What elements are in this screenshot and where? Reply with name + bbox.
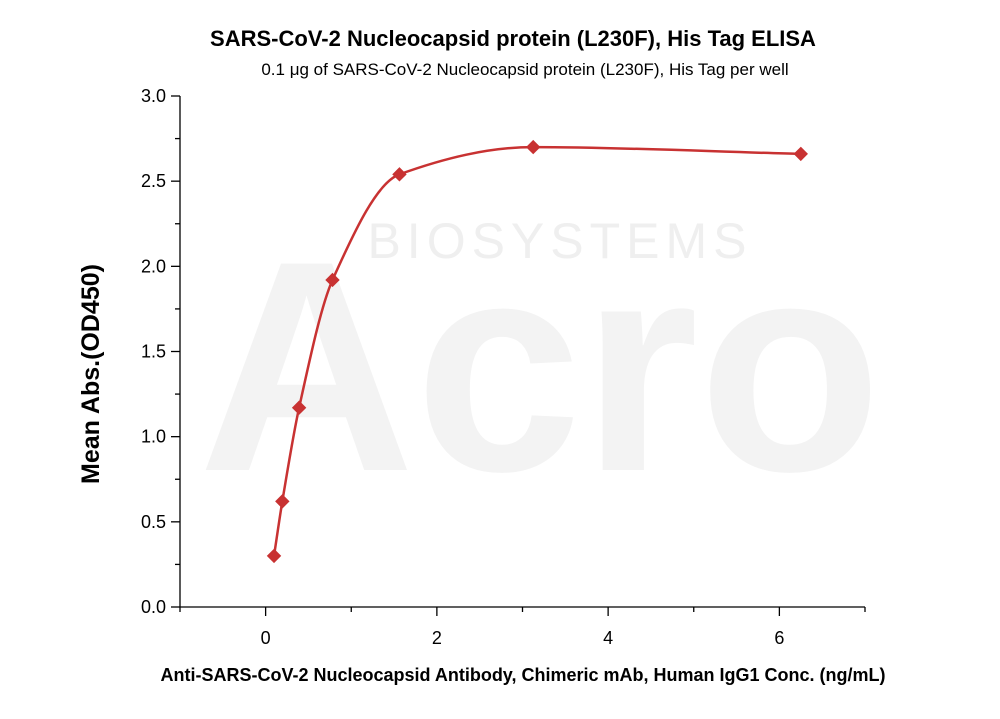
fit-curve-layer [272, 145, 801, 557]
data-point [325, 272, 340, 288]
x-tick-label: 2 [432, 628, 442, 648]
y-tick-label: 0.5 [141, 512, 166, 532]
x-tick-label: 6 [774, 628, 784, 648]
chart-subtitle: 0.1 μg of SARS-CoV-2 Nucleocapsid protei… [261, 60, 788, 79]
y-tick-label: 2.0 [141, 256, 166, 276]
y-tick-label: 2.5 [141, 171, 166, 191]
x-tick-label: 4 [603, 628, 613, 648]
y-tick-label: 0.0 [141, 597, 166, 617]
y-tick-label: 1.5 [141, 342, 166, 362]
data-points [266, 139, 808, 564]
y-ticks: 0.0 0.5 1.0 1.5 2.0 2.5 3.0 [141, 86, 180, 617]
x-axis-label: Anti-SARS-CoV-2 Nucleocapsid Antibody, C… [160, 665, 885, 685]
fit-curve [272, 145, 801, 557]
x-ticks: 0 2 4 6 [179, 607, 866, 648]
y-axis-label: Mean Abs.(OD450) [77, 264, 105, 484]
data-point [275, 494, 290, 509]
data-point [392, 167, 407, 182]
data-point [793, 146, 808, 162]
x-tick-label: 0 [261, 628, 271, 648]
y-tick-label: 3.0 [141, 86, 166, 106]
watermark: BIOSYSTEMS Acro [198, 198, 882, 534]
data-point [291, 400, 307, 415]
watermark-logo: Acro [198, 198, 882, 534]
y-tick-label: 1.0 [141, 427, 166, 447]
chart-title: SARS-CoV-2 Nucleocapsid protein (L230F),… [210, 26, 816, 51]
data-point [525, 139, 541, 155]
watermark-biosystems: BIOSYSTEMS [367, 213, 752, 269]
data-point [266, 548, 282, 564]
